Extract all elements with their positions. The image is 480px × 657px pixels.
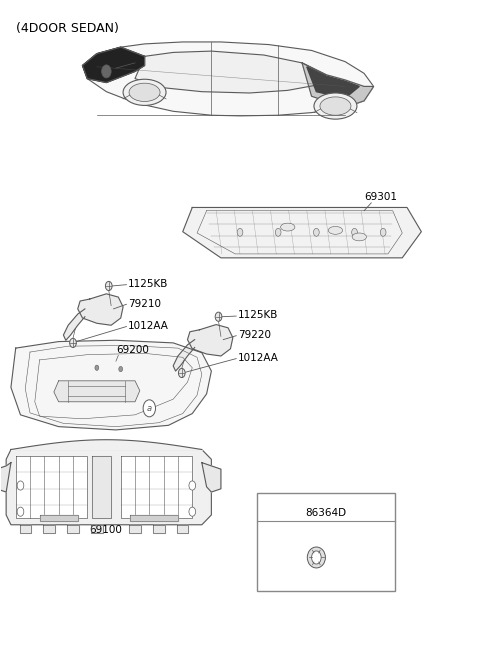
Circle shape [313,229,319,237]
Polygon shape [20,525,31,533]
Ellipse shape [352,233,366,241]
Polygon shape [0,463,11,492]
Polygon shape [43,525,55,533]
Bar [257,493,395,591]
Polygon shape [177,525,189,533]
Circle shape [119,367,122,372]
Ellipse shape [314,93,357,119]
Text: 79220: 79220 [238,330,271,340]
Polygon shape [183,208,421,258]
Circle shape [276,229,281,237]
Polygon shape [63,309,85,340]
Text: 1125KB: 1125KB [128,279,168,289]
Ellipse shape [307,547,325,568]
Circle shape [189,481,196,490]
Circle shape [17,507,24,516]
Text: 69100: 69100 [90,525,122,535]
Polygon shape [91,525,103,533]
Circle shape [95,365,99,371]
Ellipse shape [123,79,166,105]
Polygon shape [130,515,178,522]
Circle shape [179,369,185,378]
Polygon shape [302,63,373,107]
Polygon shape [39,515,78,522]
Polygon shape [92,456,111,518]
Polygon shape [173,340,195,371]
Ellipse shape [129,83,160,101]
Circle shape [102,65,111,78]
Polygon shape [120,456,192,518]
Circle shape [237,229,243,237]
Polygon shape [83,47,144,83]
Polygon shape [78,294,123,325]
Circle shape [17,481,24,490]
Polygon shape [135,51,326,93]
Polygon shape [188,325,233,356]
Text: (4DOOR SEDAN): (4DOOR SEDAN) [16,22,119,35]
Circle shape [70,338,76,348]
Polygon shape [67,525,79,533]
Text: a: a [147,404,152,413]
Polygon shape [11,340,211,430]
Polygon shape [153,525,165,533]
Ellipse shape [320,97,351,115]
Circle shape [106,281,112,290]
Circle shape [189,507,196,516]
Circle shape [380,229,386,237]
Circle shape [143,400,156,417]
Circle shape [215,312,222,321]
Text: 86364D: 86364D [305,508,347,518]
Ellipse shape [281,223,295,231]
Polygon shape [54,381,140,402]
Polygon shape [129,525,141,533]
Circle shape [352,229,358,237]
Text: 69200: 69200 [116,345,149,355]
Polygon shape [16,456,87,518]
Polygon shape [83,42,373,116]
Text: 1012AA: 1012AA [128,321,169,331]
Polygon shape [202,463,221,492]
Text: 69301: 69301 [364,193,397,202]
Circle shape [312,551,321,564]
Polygon shape [307,67,360,98]
Text: 1125KB: 1125KB [238,310,278,321]
Text: 79210: 79210 [128,299,161,309]
Polygon shape [6,449,211,525]
Ellipse shape [328,227,343,235]
Text: 1012AA: 1012AA [238,353,278,363]
